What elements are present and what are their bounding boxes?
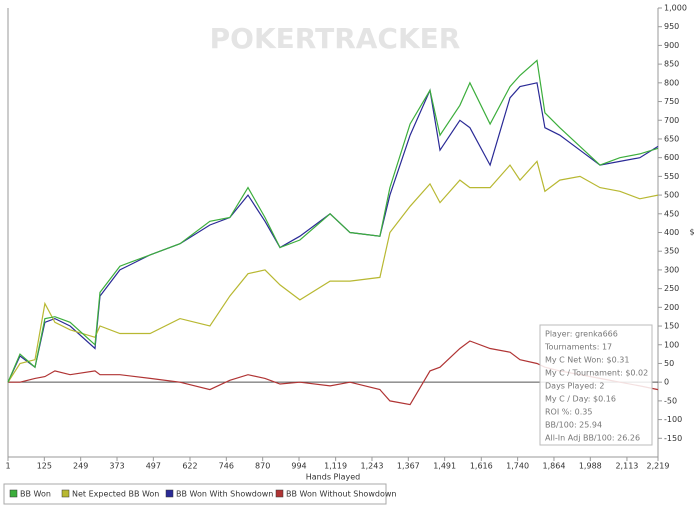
x-tick-label: 1,491 xyxy=(433,462,456,471)
y-tick-label: 650 xyxy=(664,134,679,143)
x-tick-label: 1 xyxy=(5,462,10,471)
info-text: My C / Day: $0.16 xyxy=(545,395,616,404)
legend-swatch xyxy=(165,489,174,498)
x-tick-label: 125 xyxy=(37,462,52,471)
x-tick-label: 249 xyxy=(73,462,88,471)
info-text: Tournaments: 17 xyxy=(544,343,612,352)
info-text: Days Played: 2 xyxy=(545,382,605,391)
legend-label: BB Won Without Showdown xyxy=(286,490,396,499)
legend-label: Net Expected BB Won xyxy=(72,490,159,499)
legend-swatch xyxy=(61,489,70,498)
legend-label: BB Won xyxy=(20,490,51,499)
y-tick-label: 550 xyxy=(664,172,679,181)
x-tick-label: 497 xyxy=(146,462,161,471)
x-tick-label: 1,864 xyxy=(543,462,566,471)
info-text: BB/100: 25.94 xyxy=(545,421,602,430)
y-tick-label: 850 xyxy=(664,60,679,69)
y-tick-label: 200 xyxy=(664,303,679,312)
x-tick-label: 994 xyxy=(291,462,306,471)
x-tick-label: 870 xyxy=(255,462,270,471)
y-tick-label: -50 xyxy=(664,396,677,405)
x-tick-label: 1,119 xyxy=(324,462,347,471)
y-tick-label: 300 xyxy=(664,265,679,274)
x-tick-label: 1,367 xyxy=(397,462,420,471)
x-axis-label: Hands Played xyxy=(306,473,360,482)
x-tick-label: 1,988 xyxy=(579,462,602,471)
x-tick-label: 2,113 xyxy=(615,462,638,471)
legend-swatch xyxy=(9,489,18,498)
legend-box xyxy=(3,483,387,505)
series-line xyxy=(7,160,659,383)
info-text: Player: grenka666 xyxy=(545,330,618,339)
info-text: All-In Adj BB/100: 26.26 xyxy=(545,434,640,443)
y-tick-label: 700 xyxy=(664,116,679,125)
info-text: My C / Tournament: $0.02 xyxy=(545,369,648,378)
y-tick-label: 800 xyxy=(664,78,679,87)
y-tick-label: 350 xyxy=(664,247,679,256)
y-tick-label: 750 xyxy=(664,97,679,106)
y-tick-label: 100 xyxy=(664,340,679,349)
y-tick-label: 950 xyxy=(664,22,679,31)
y-tick-label: 600 xyxy=(664,153,679,162)
y-tick-label: -100 xyxy=(664,415,682,424)
y-tick-label: 450 xyxy=(664,209,679,218)
series-line xyxy=(7,59,659,383)
y-tick-label: 1,000 xyxy=(664,4,687,13)
x-tick-label: 2,219 xyxy=(647,462,670,471)
y-axis-label: $ xyxy=(689,228,694,237)
y-tick-label: 400 xyxy=(664,228,679,237)
info-box xyxy=(539,324,653,446)
info-text: My C Net Won: $0.31 xyxy=(545,356,629,365)
x-tick-label: 1,243 xyxy=(361,462,384,471)
legend-label: BB Won With Showdown xyxy=(176,490,273,499)
x-tick-label: 373 xyxy=(109,462,124,471)
y-tick-label: 500 xyxy=(664,191,679,200)
x-tick-label: 1,740 xyxy=(506,462,529,471)
y-tick-label: 150 xyxy=(664,322,679,331)
y-tick-label: 250 xyxy=(664,284,679,293)
legend-swatch xyxy=(275,489,284,498)
y-tick-label: 0 xyxy=(664,378,669,387)
info-text: ROI %: 0.35 xyxy=(545,408,592,417)
watermark: POKERTRACKER xyxy=(210,22,461,55)
y-tick-label: 900 xyxy=(664,41,679,50)
x-tick-label: 622 xyxy=(182,462,197,471)
x-tick-label: 746 xyxy=(219,462,234,471)
y-tick-label: 50 xyxy=(664,359,674,368)
y-tick-label: -150 xyxy=(664,434,682,443)
x-tick-label: 1,616 xyxy=(470,462,493,471)
